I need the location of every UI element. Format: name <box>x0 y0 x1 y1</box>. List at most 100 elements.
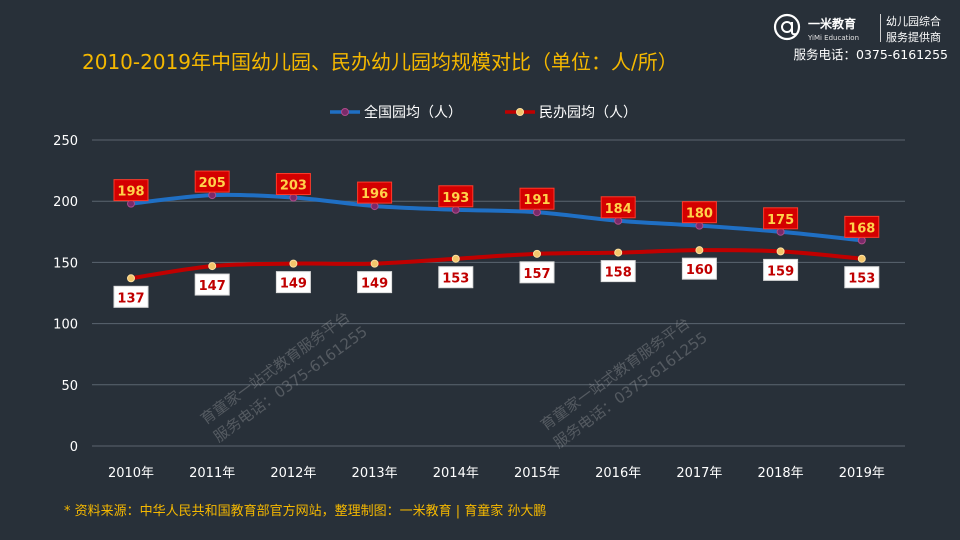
data-label-box <box>844 215 880 238</box>
data-label: 184 <box>600 196 636 219</box>
data-point <box>127 199 135 208</box>
chart-title: 2010-2019年中国幼儿园、民办幼儿园均规模对比（单位：人/所） <box>82 50 678 74</box>
data-label-box <box>844 266 880 289</box>
data-label: 137 <box>113 285 149 308</box>
data-label-text: 184 <box>605 202 632 217</box>
data-point <box>857 236 866 245</box>
brand-tagline-2: 服务提供商 <box>886 31 941 44</box>
series-line <box>129 192 864 243</box>
data-label: 205 <box>194 170 230 193</box>
x-tick-label: 2012年 <box>270 466 316 481</box>
data-point <box>614 216 623 225</box>
data-label: 157 <box>519 261 555 284</box>
data-label-text: 147 <box>199 279 226 294</box>
data-label-box <box>600 196 636 219</box>
data-point <box>127 274 135 283</box>
x-tick-label: 2011年 <box>189 466 235 481</box>
brand-logo: 一米教育 YiMi Education 幼儿园综合 服务提供商 <box>768 8 953 63</box>
y-tick-label: 200 <box>53 195 78 210</box>
data-label: 158 <box>600 260 636 283</box>
x-tick-label: 2013年 <box>352 466 398 481</box>
data-label-box <box>357 271 393 294</box>
data-point <box>776 227 785 236</box>
data-label-text: 160 <box>686 263 713 278</box>
service-phone: 服务电话：0375-6161255 <box>793 47 949 62</box>
yimi-logo-icon <box>773 13 801 41</box>
data-label-text: 205 <box>199 176 226 191</box>
data-label-box <box>438 185 474 208</box>
data-point <box>289 193 298 202</box>
legend-label: 民办园均（人） <box>539 105 637 121</box>
data-point <box>289 259 298 268</box>
y-tick-label: 0 <box>70 440 78 455</box>
brand-name: 一米教育 <box>808 17 857 31</box>
data-label-text: 157 <box>523 267 550 282</box>
legend-label: 全国园均（人） <box>364 104 462 121</box>
data-point <box>857 254 866 263</box>
data-point <box>533 249 541 258</box>
data-label-box <box>194 170 230 193</box>
x-tick-label: 2018年 <box>758 466 804 481</box>
y-tick-label: 250 <box>53 134 78 149</box>
y-tick-label: 100 <box>53 318 78 333</box>
data-label: 191 <box>519 187 555 210</box>
data-label-text: 198 <box>117 185 144 200</box>
data-label-box <box>194 273 230 296</box>
data-label: 198 <box>113 179 149 202</box>
legend-item: 民办园均（人） <box>505 105 637 121</box>
data-label: 153 <box>844 266 880 289</box>
x-tick-label: 2017年 <box>676 466 722 481</box>
data-point <box>695 246 704 255</box>
data-label: 193 <box>438 185 474 208</box>
data-label: 147 <box>194 273 230 296</box>
legend-swatch-marker <box>516 108 524 116</box>
data-point <box>695 221 704 230</box>
data-label-text: 193 <box>442 191 469 206</box>
data-label-box <box>763 258 799 281</box>
data-point <box>370 202 379 211</box>
data-label-box <box>681 257 717 280</box>
data-label-box <box>600 260 636 283</box>
brand-tagline-1: 幼儿园综合 <box>886 15 941 28</box>
data-label-text: 191 <box>523 193 550 208</box>
data-label-box <box>681 201 717 224</box>
data-label: 159 <box>763 258 799 281</box>
brand-separator <box>880 14 881 42</box>
x-tick-label: 2010年 <box>108 466 154 481</box>
brand-english: YiMi Education <box>808 34 860 42</box>
data-label-text: 149 <box>280 277 307 292</box>
data-point <box>451 205 460 214</box>
data-label-box <box>275 173 311 196</box>
data-label-text: 196 <box>361 187 388 202</box>
data-label: 168 <box>844 215 880 238</box>
data-point <box>614 248 623 257</box>
x-tick-label: 2019年 <box>839 466 885 481</box>
data-point <box>208 262 217 271</box>
data-label-text: 153 <box>442 272 469 287</box>
data-label-text: 153 <box>848 272 875 287</box>
legend-swatch-marker <box>341 108 349 116</box>
y-tick-label: 50 <box>61 379 78 394</box>
data-label: 153 <box>438 266 474 289</box>
data-label: 196 <box>357 181 393 204</box>
data-label-text: 158 <box>605 266 632 281</box>
x-tick-label: 2016年 <box>595 466 641 481</box>
data-label-box <box>275 271 311 294</box>
data-label-text: 149 <box>361 277 388 292</box>
data-label-text: 180 <box>686 207 713 222</box>
data-label: 160 <box>681 257 717 280</box>
data-label-text: 168 <box>848 221 875 236</box>
data-label: 203 <box>275 173 311 196</box>
data-label: 175 <box>763 207 799 230</box>
data-label: 180 <box>681 201 717 224</box>
data-point <box>370 259 379 268</box>
data-label: 149 <box>357 271 393 294</box>
y-tick-label: 150 <box>53 256 78 271</box>
data-label-box <box>519 261 555 284</box>
data-label-box <box>113 179 149 202</box>
data-label: 149 <box>275 271 311 294</box>
data-point <box>533 208 541 217</box>
x-tick-label: 2014年 <box>433 466 479 481</box>
data-label-text: 203 <box>280 179 307 194</box>
data-point <box>776 247 785 256</box>
